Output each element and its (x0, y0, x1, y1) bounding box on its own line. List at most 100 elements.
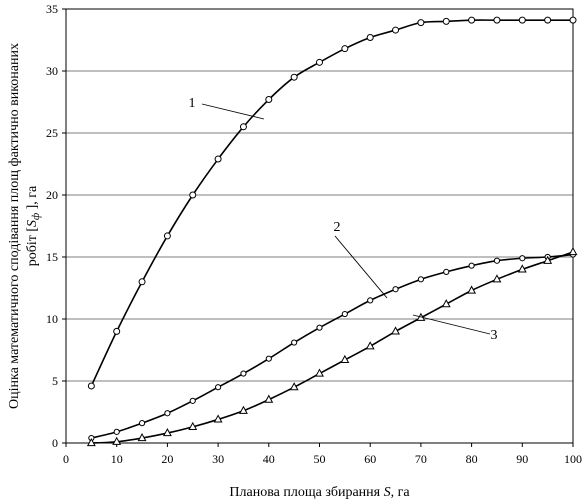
data-point-triangle (264, 394, 274, 403)
y-axis-label-var: S (25, 220, 40, 227)
data-point-triangle (492, 274, 502, 283)
data-point-circle (493, 16, 501, 24)
curve-label-3: 3 (491, 328, 498, 343)
series-1 (87, 16, 577, 390)
curve-label-leader-2 (334, 235, 388, 299)
x-tick-label: 60 (364, 452, 376, 466)
data-point-marker (468, 262, 475, 269)
data-point-marker (367, 297, 374, 304)
y-tick-label: 30 (46, 64, 58, 78)
data-point-marker (341, 310, 348, 318)
data-point-marker (164, 410, 171, 417)
data-point-marker (265, 355, 272, 362)
data-point-circle (239, 123, 247, 131)
data-point-triangle (391, 326, 400, 335)
data-point-triangle (315, 368, 324, 377)
data-point-circle (214, 155, 222, 163)
data-point-circle (163, 232, 171, 240)
y-tick-label: 35 (46, 2, 58, 16)
data-point-triangle (365, 341, 375, 350)
y-tick-label: 25 (46, 126, 58, 140)
x-axis-label-var: S (384, 485, 391, 500)
x-tick-label: 20 (161, 452, 173, 466)
x-axis-label-prefix: Планова площа збирання (229, 485, 383, 500)
data-point-triangle (213, 414, 223, 423)
data-point-circle (189, 191, 197, 199)
y-axis-ticks: 0 5 10 15 20 25 30 35 (46, 2, 66, 450)
x-tick-label: 0 (63, 452, 69, 466)
data-point-marker (291, 339, 298, 346)
data-point-triangle (467, 285, 477, 294)
curve-label-2: 2 (334, 220, 341, 235)
data-point-marker (316, 324, 323, 331)
series-group (86, 16, 578, 447)
x-axis-ticks: 0 10 20 30 40 50 60 70 80 90 100 (63, 443, 582, 466)
x-axis-label: Планова площа збирання S, га (229, 485, 410, 500)
data-point-circle (138, 278, 146, 286)
y-tick-label: 15 (46, 250, 58, 264)
data-point-triangle (517, 264, 527, 273)
y-tick-label: 5 (52, 374, 58, 388)
x-tick-label: 30 (212, 452, 224, 466)
data-point-circle (316, 58, 323, 66)
y-axis-label-prefix: робіт [ (25, 227, 40, 267)
x-tick-label: 10 (111, 452, 123, 466)
data-point-marker (113, 428, 120, 435)
y-axis-label-subscript: ф (31, 213, 42, 220)
data-point-marker (138, 420, 146, 427)
data-point-triangle (162, 428, 172, 437)
data-point-circle (290, 73, 298, 81)
data-point-triangle (568, 246, 578, 256)
data-point-circle (87, 382, 95, 390)
x-tick-label: 100 (564, 452, 582, 466)
data-point-circle (366, 34, 374, 42)
data-point-triangle (441, 299, 451, 308)
curve-label-leaders: 1 2 3 (189, 96, 498, 343)
y-tick-label: 10 (46, 312, 58, 326)
x-tick-label: 50 (314, 452, 326, 466)
data-point-marker (493, 257, 501, 264)
x-tick-label: 90 (516, 452, 528, 466)
data-point-circle (265, 96, 273, 104)
data-point-marker (417, 276, 424, 283)
data-point-marker (519, 255, 526, 262)
data-point-triangle (289, 382, 299, 391)
data-point-marker (215, 384, 222, 391)
data-point-triangle (340, 354, 350, 364)
data-point-marker (392, 286, 399, 293)
data-point-circle (392, 26, 400, 34)
curve-label-leader-3 (412, 314, 491, 335)
data-point-circle (442, 17, 450, 25)
data-point-circle (518, 16, 526, 24)
data-point-triangle (137, 432, 147, 442)
data-point-circle (569, 16, 577, 24)
data-point-triangle (239, 405, 248, 414)
series-line-1 (90, 19, 573, 387)
data-point-triangle (86, 437, 96, 447)
plot-area (65, 8, 574, 444)
series-2 (88, 251, 577, 442)
data-point-triangle (112, 436, 122, 445)
y-tick-label: 0 (52, 436, 58, 450)
x-axis-label-suffix: , га (391, 485, 411, 500)
y-axis-label-line-1: Оцінка математичного сподівання площ фак… (7, 43, 22, 409)
x-tick-label: 80 (466, 452, 478, 466)
data-point-circle (468, 16, 476, 24)
data-point-marker (240, 370, 247, 377)
data-point-triangle (543, 255, 553, 264)
data-point-circle (113, 327, 121, 335)
x-tick-label: 70 (415, 452, 427, 466)
data-point-triangle (188, 421, 198, 430)
y-axis-label-line-2: робіт [Sф ], га (25, 185, 42, 266)
data-point-circle (544, 16, 552, 24)
y-tick-label: 20 (46, 188, 58, 202)
curve-label-1: 1 (189, 96, 196, 111)
x-tick-label: 40 (263, 452, 275, 466)
y-axis-label-suffix: ], га (25, 185, 40, 213)
curve-label-leader-1 (201, 103, 265, 120)
data-point-marker (189, 397, 196, 404)
data-point-circle (417, 19, 425, 27)
data-point-marker (443, 268, 450, 275)
series-3 (86, 246, 578, 447)
